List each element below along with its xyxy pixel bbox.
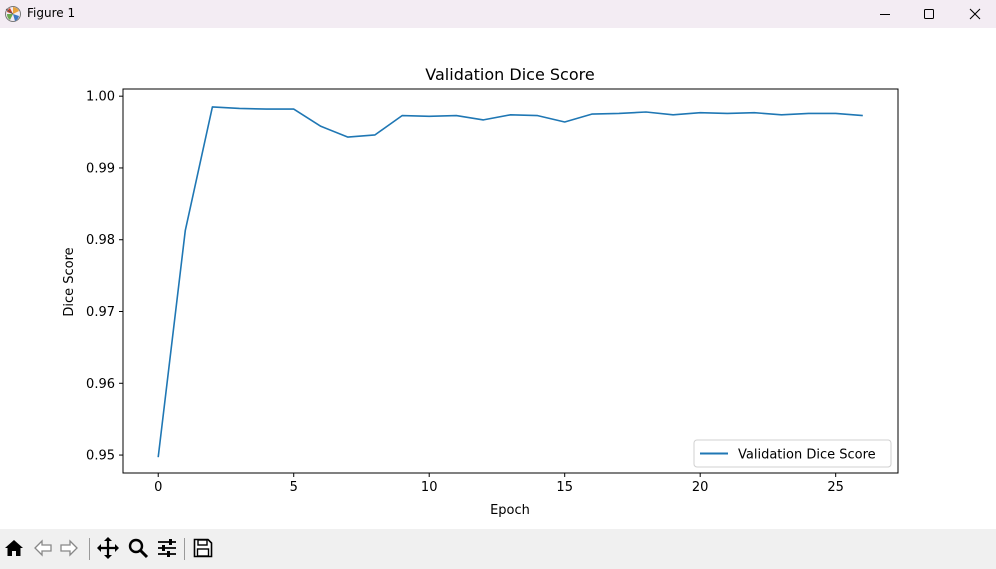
y-tick-label: 1.00 <box>86 90 115 105</box>
navigation-toolbar <box>0 529 996 569</box>
configure-subplots-icon <box>156 537 178 563</box>
y-tick-label: 0.95 <box>86 449 115 464</box>
toolbar-separator <box>184 538 185 560</box>
configure-subplots-button[interactable] <box>154 537 180 563</box>
legend-box <box>693 439 892 468</box>
y-tick-label: 0.96 <box>86 377 115 392</box>
y-tick-label: 0.99 <box>86 161 115 176</box>
minimize-icon <box>879 8 891 20</box>
close-icon <box>969 8 981 20</box>
save-floppy-icon <box>192 537 214 563</box>
forward-button[interactable] <box>56 537 82 563</box>
close-button[interactable] <box>952 0 996 28</box>
y-tick-label: 0.98 <box>86 233 115 248</box>
pan-move-icon <box>96 536 120 564</box>
figure-canvas[interactable]: Validation Dice Score Epoch Dice Score 0… <box>0 28 996 529</box>
maximize-icon <box>923 8 935 20</box>
back-button[interactable] <box>30 537 56 563</box>
chart-title: Validation Dice Score <box>425 65 594 84</box>
x-tick-label: 20 <box>692 480 709 495</box>
back-arrow-icon <box>32 537 54 563</box>
home-button[interactable] <box>1 537 27 563</box>
maximize-button[interactable] <box>906 0 952 28</box>
minimize-button[interactable] <box>862 0 908 28</box>
y-axis-label: Dice Score <box>62 247 77 316</box>
zoom-magnifier-icon <box>127 537 149 563</box>
matplotlib-icon <box>4 5 22 23</box>
line-chart: Validation Dice Score Epoch Dice Score 0… <box>62 65 899 518</box>
pan-button[interactable] <box>95 537 121 563</box>
window-title: Figure 1 <box>27 6 76 20</box>
title-bar: Figure 1 <box>0 0 996 28</box>
forward-arrow-icon <box>58 537 80 563</box>
axes-frame <box>122 88 899 474</box>
save-button[interactable] <box>190 537 216 563</box>
y-tick-label: 0.97 <box>86 305 115 320</box>
legend-label: Validation Dice Score <box>738 448 876 463</box>
x-tick-label: 15 <box>556 480 573 495</box>
home-icon <box>3 537 25 563</box>
series-line <box>157 106 863 458</box>
x-tick-label: 0 <box>154 480 162 495</box>
x-axis-label: Epoch <box>490 503 530 518</box>
toolbar-separator <box>89 538 90 560</box>
zoom-button[interactable] <box>125 537 151 563</box>
x-tick-label: 25 <box>827 480 844 495</box>
x-tick-label: 10 <box>421 480 438 495</box>
legend: Validation Dice Score <box>693 439 892 468</box>
x-tick-label: 5 <box>290 480 298 495</box>
